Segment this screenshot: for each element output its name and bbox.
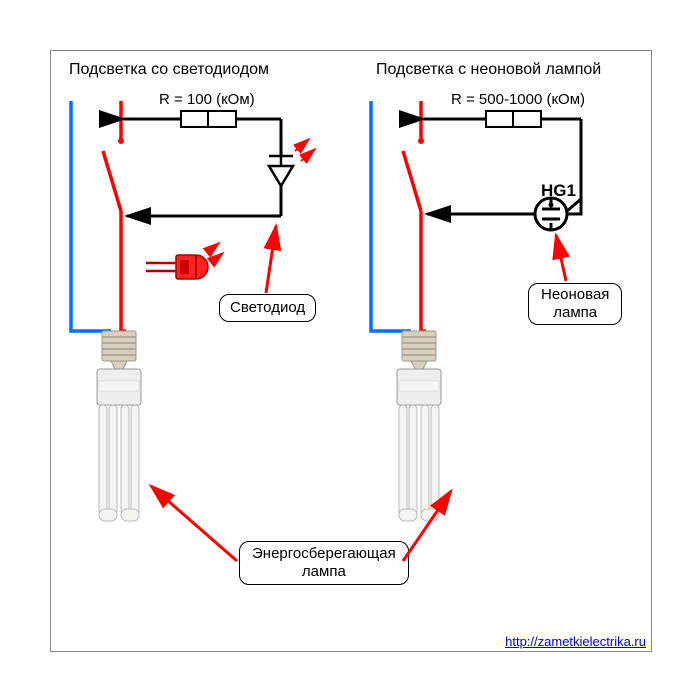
led-symbol (269, 139, 315, 216)
right-cfl-icon (397, 331, 441, 521)
right-circuit (371, 101, 581, 521)
left-cfl-icon (97, 331, 141, 521)
schematic-svg (51, 51, 651, 651)
diagram-frame: Подсветка со светодиодом Подсветка с нео… (50, 50, 652, 652)
led-3d-icon (146, 243, 223, 279)
neon-symbol (535, 198, 567, 230)
left-circuit (71, 101, 315, 521)
